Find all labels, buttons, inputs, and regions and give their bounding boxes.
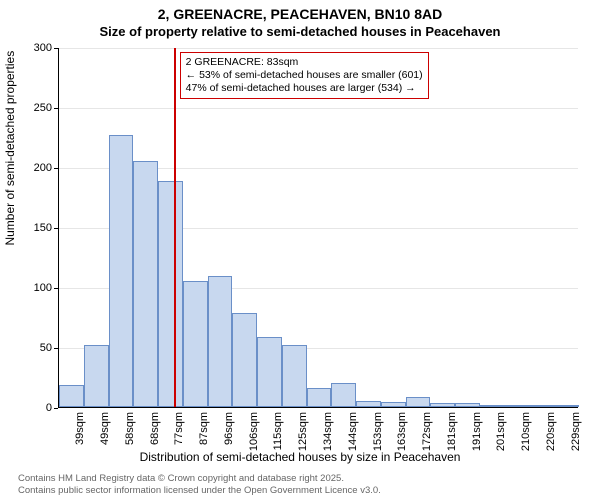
annotation-line-3: 47% of semi-detached houses are larger (… [186,82,423,95]
histogram-bar [109,135,134,407]
gridline [59,108,578,109]
x-tick-label: 115sqm [272,412,284,450]
histogram-bar [158,181,183,407]
annotation-line-1: 2 GREENACRE: 83sqm [186,56,423,69]
annotation-box: 2 GREENACRE: 83sqm← 53% of semi-detached… [180,52,429,99]
histogram-bar [133,161,158,407]
property-marker-line [174,48,176,407]
y-tick-label: 50 [12,342,52,354]
y-tick-label: 300 [12,42,52,54]
histogram-bar [208,276,233,407]
x-tick-label: 106sqm [248,412,260,451]
x-tick-label: 39sqm [74,412,86,445]
footer-attribution: Contains HM Land Registry data © Crown c… [18,473,381,496]
histogram-bar [331,383,356,407]
histogram-bar [84,345,109,407]
histogram-bar [381,402,406,407]
histogram-bar [232,313,257,407]
histogram-bar [257,337,282,407]
x-tick-label: 49sqm [99,412,111,445]
x-tick-label: 153sqm [372,412,384,451]
x-tick-label: 125sqm [297,412,309,451]
y-axis-label: Number of semi-detached properties [3,51,17,246]
x-tick-label: 96sqm [223,412,235,445]
histogram-bar [356,401,381,407]
histogram-bar [455,403,480,407]
x-tick-label: 172sqm [421,412,433,451]
histogram-bar [505,405,530,407]
histogram-bar [529,405,554,407]
x-tick-label: 220sqm [545,412,557,451]
x-axis-label: Distribution of semi-detached houses by … [0,450,600,464]
x-tick-label: 229sqm [570,412,582,451]
y-tick-label: 200 [12,162,52,174]
x-tick-label: 77sqm [173,412,185,445]
x-tick-label: 163sqm [396,412,408,451]
y-tick-label: 150 [12,222,52,234]
y-tick-mark [54,408,58,409]
x-tick-label: 68sqm [149,412,161,445]
histogram-bar [183,281,208,407]
histogram-bar [430,403,455,407]
chart-container: 2, GREENACRE, PEACEHAVEN, BN10 8AD Size … [0,0,600,500]
y-tick-label: 100 [12,282,52,294]
histogram-bar [59,385,84,407]
annotation-line-2: ← 53% of semi-detached houses are smalle… [186,69,423,82]
histogram-bar [406,397,431,407]
y-tick-mark [54,288,58,289]
y-tick-label: 0 [12,402,52,414]
chart-title-main: 2, GREENACRE, PEACEHAVEN, BN10 8AD [0,6,600,22]
y-tick-mark [54,228,58,229]
x-tick-label: 58sqm [124,412,136,445]
footer-line-2: Contains public sector information licen… [18,485,381,496]
y-tick-mark [54,108,58,109]
histogram-bar [307,388,332,407]
y-tick-label: 250 [12,102,52,114]
y-tick-mark [54,48,58,49]
gridline [59,48,578,49]
x-tick-label: 201sqm [495,412,507,451]
y-tick-mark [54,168,58,169]
histogram-bar [554,405,579,407]
plot-area: 2 GREENACRE: 83sqm← 53% of semi-detached… [58,48,578,408]
y-tick-mark [54,348,58,349]
x-tick-label: 144sqm [347,412,359,451]
footer-line-1: Contains HM Land Registry data © Crown c… [18,473,381,484]
x-tick-label: 191sqm [471,412,483,451]
x-tick-label: 210sqm [520,412,532,451]
histogram-bar [282,345,307,407]
histogram-bar [480,405,505,407]
x-tick-label: 134sqm [322,412,334,451]
x-tick-label: 87sqm [198,412,210,445]
x-tick-label: 181sqm [446,412,458,451]
chart-title-sub: Size of property relative to semi-detach… [0,24,600,39]
